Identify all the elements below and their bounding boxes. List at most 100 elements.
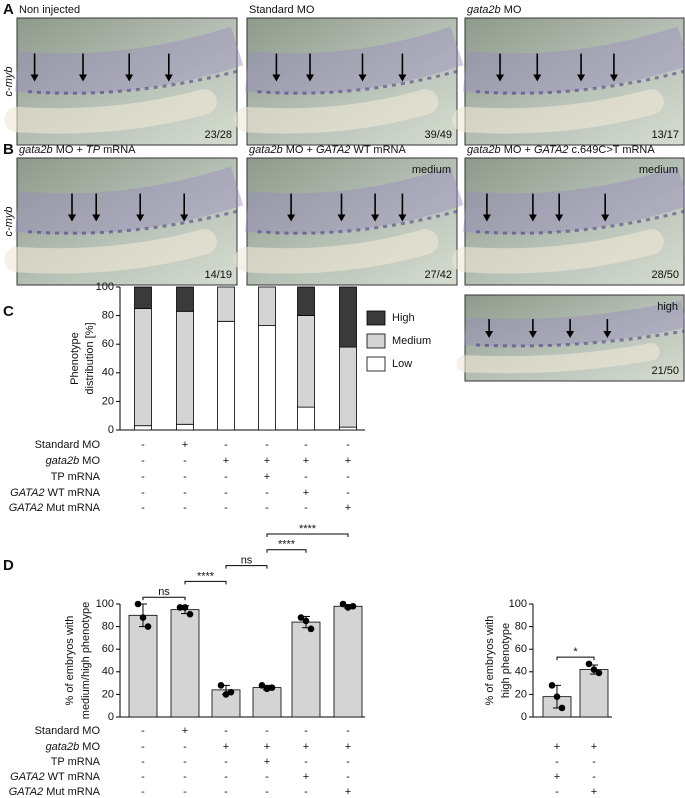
fish-trunk	[15, 26, 244, 94]
y-axis-label: % of embryos with	[484, 616, 496, 706]
data-point	[263, 685, 271, 693]
panel-letter: A	[3, 1, 14, 18]
significance-label: ****	[197, 570, 215, 582]
condition-sign: -	[224, 756, 228, 768]
bar-segment	[176, 286, 194, 312]
significance-label: ****	[278, 539, 296, 551]
panel-letter: D	[3, 557, 14, 574]
fish-yolk	[234, 89, 439, 134]
bar-segment	[217, 286, 235, 322]
phenotype-level: high	[657, 301, 678, 313]
bar-segment	[258, 325, 276, 431]
y-tick-label: 0	[521, 711, 527, 723]
condition-sign: -	[224, 725, 228, 737]
condition-label: GATA2 WT mRNA	[10, 487, 101, 499]
y-axis-label: medium/high phenotype	[80, 602, 92, 719]
y-tick-label: 80	[102, 621, 114, 633]
fish-vessel	[27, 69, 238, 95]
bar	[333, 605, 363, 718]
arrow-head	[68, 214, 76, 222]
condition-sign: +	[264, 471, 270, 483]
y-tick-label: 20	[102, 688, 114, 700]
condition-sign: -	[265, 502, 269, 514]
legend-swatch	[366, 356, 386, 372]
condition-sign: -	[183, 502, 187, 514]
condition-sign: +	[345, 741, 351, 753]
text-run: TP mRNA	[51, 756, 101, 768]
y-tick-label: 100	[509, 598, 527, 610]
text-run: GATA2	[10, 771, 44, 783]
arrow-head	[603, 331, 612, 338]
bar-segment	[339, 426, 357, 431]
condition-sign: -	[141, 471, 145, 483]
condition-label: gata2b MO	[46, 741, 101, 753]
embryo-count: 23/28	[204, 129, 232, 141]
text-run: Standard MO	[35, 439, 101, 451]
data-point	[302, 617, 310, 625]
data-point	[553, 693, 561, 700]
condition-sign: +	[303, 741, 309, 753]
condition-sign: -	[141, 756, 145, 768]
bar-segment	[134, 286, 152, 309]
text-run: MO	[79, 455, 100, 467]
bar-segment	[339, 346, 357, 428]
data-point	[181, 604, 189, 611]
condition-sign: -	[224, 502, 228, 514]
fish-yolk	[4, 229, 217, 274]
condition-sign: -	[224, 771, 228, 783]
y-tick-label: 60	[102, 338, 114, 350]
bar-segment	[339, 286, 357, 348]
y-tick-label: 80	[515, 621, 527, 633]
condition-sign: -	[304, 439, 308, 451]
panel-letter: B	[3, 141, 14, 158]
legend-swatch	[366, 310, 386, 326]
embryo-count: 21/50	[651, 365, 679, 377]
y-tick-label: 60	[102, 643, 114, 655]
micrograph-title: Non injected	[19, 4, 80, 16]
arrow-head	[30, 74, 39, 82]
arrow-head	[482, 214, 491, 222]
fish-yolk	[456, 343, 660, 374]
condition-sign: -	[183, 756, 187, 768]
condition-sign: +	[303, 771, 309, 783]
fish-yolk	[452, 89, 664, 134]
text-run: Mut mRNA	[43, 786, 101, 798]
bar-segment	[217, 320, 235, 431]
fish-yolk	[4, 89, 217, 134]
condition-sign: +	[303, 455, 309, 467]
significance-label: ****	[299, 523, 317, 535]
condition-sign: -	[183, 741, 187, 753]
arrow-head	[398, 74, 407, 82]
arrow-head	[609, 74, 618, 82]
micrograph-title: gata2b MO	[467, 4, 522, 16]
condition-sign: -	[346, 725, 350, 737]
condition-sign: -	[304, 725, 308, 737]
y-tick-label: 20	[102, 395, 114, 407]
condition-sign: -	[224, 471, 228, 483]
condition-sign: -	[141, 502, 145, 514]
text-run: MO +	[53, 144, 86, 156]
bar-segment	[258, 286, 276, 327]
text-run: Standard MO	[249, 4, 315, 16]
significance-label: ns	[241, 554, 253, 566]
data-point	[548, 682, 556, 689]
fish-vessel	[475, 329, 685, 348]
condition-sign: -	[183, 771, 187, 783]
arrow-head	[485, 331, 494, 338]
condition-label: GATA2 Mut mRNA	[9, 786, 101, 798]
significance-bracket	[266, 549, 307, 553]
bar-segment	[297, 406, 315, 431]
y-tick-label: 0	[108, 711, 114, 723]
condition-sign: +	[345, 455, 351, 467]
y-axis-label: distribution [%]	[84, 322, 96, 394]
embryo-count: 39/49	[424, 129, 452, 141]
y-tick-label: 100	[96, 598, 114, 610]
micrograph-title: gata2b MO + TP mRNA	[19, 144, 136, 156]
arrow-head	[337, 214, 346, 222]
text-run: WT mRNA	[350, 144, 406, 156]
arrow-head	[528, 331, 537, 338]
fish-vessel	[475, 69, 685, 95]
text-run: gata2b	[19, 144, 53, 156]
phenotype-level: medium	[639, 164, 678, 176]
